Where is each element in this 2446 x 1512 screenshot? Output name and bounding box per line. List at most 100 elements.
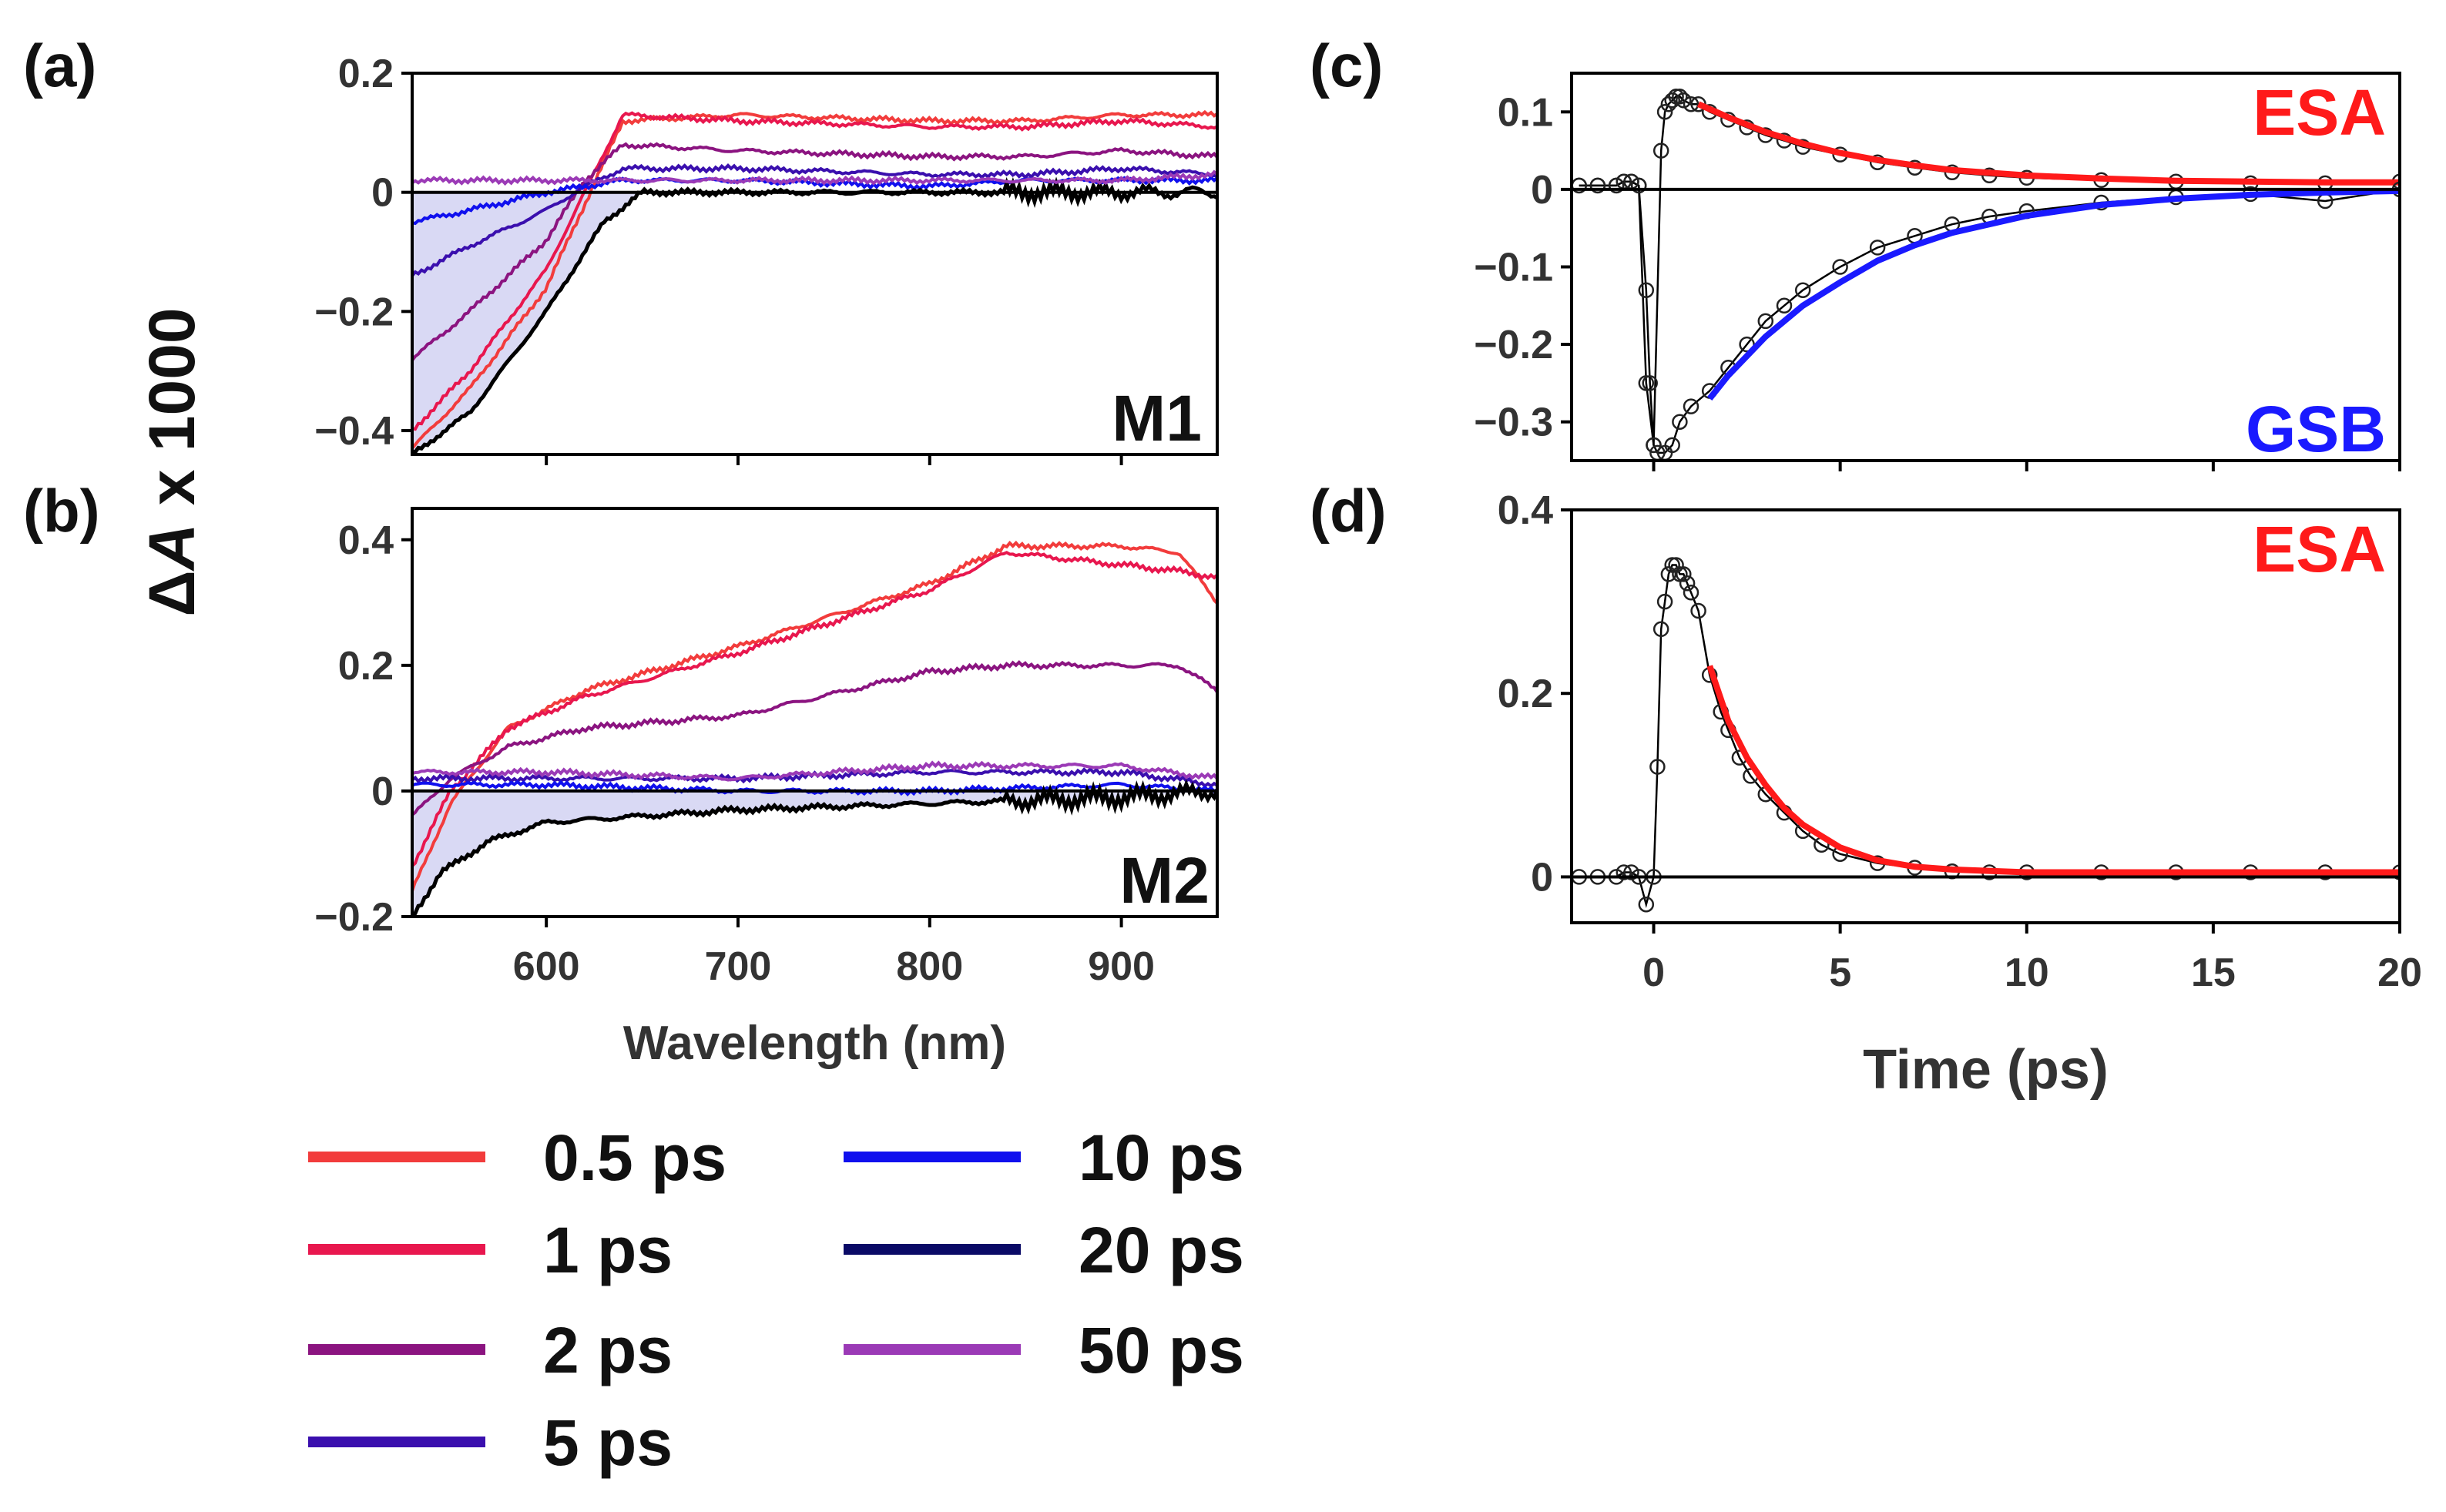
y-tick-label: 0 <box>371 769 394 814</box>
y-tick-label: 0.4 <box>338 518 394 563</box>
data-point <box>1664 92 1680 109</box>
plot-area <box>1572 88 2400 461</box>
y-tick-label: 0 <box>1531 855 1553 900</box>
data-point <box>1832 259 1848 275</box>
data-point <box>1676 92 1692 109</box>
panel-label: (b) <box>23 477 100 545</box>
annotation-esa: ESA <box>2253 513 2386 585</box>
data-point <box>1757 313 1774 330</box>
series-line-1-ps <box>412 551 1217 867</box>
series-line-10-ps <box>412 779 1217 797</box>
legend-label: 20 ps <box>1079 1214 1244 1286</box>
data-point <box>1794 282 1811 298</box>
data-point <box>1638 282 1655 298</box>
fit-line-gsb-fit <box>1707 187 2400 401</box>
y-tick-label: −0.2 <box>314 290 394 334</box>
y-tick-label: 0 <box>371 171 394 216</box>
x-axis-title: Wavelength (nm) <box>623 1017 1006 1070</box>
panel-d: 0 0.2 0.4 0 5 10 15 20 Time (ps) (d) ESA <box>1310 477 2422 1101</box>
y-tick-label: −0.3 <box>1474 401 1553 445</box>
annotation-esa: ESA <box>2253 76 2386 149</box>
axes-frame <box>411 72 1219 456</box>
data-point <box>1642 375 1658 391</box>
y-tick-label: −0.2 <box>314 895 394 940</box>
series-line-0-5-ps <box>412 540 1217 892</box>
x-tick-label: 600 <box>513 944 580 989</box>
plot-area <box>1572 557 2400 913</box>
legend-label: 1 ps <box>543 1214 673 1286</box>
series-line-2-ps <box>412 142 1217 362</box>
plot-area <box>412 109 1217 454</box>
y-tick-label: 0.2 <box>338 52 394 96</box>
panel-a: −0.4 −0.2 0 0.2 (a) M1 <box>23 32 1219 465</box>
x-tick-label: 900 <box>1088 944 1155 989</box>
axes-frame <box>1570 508 2401 924</box>
data-point <box>1652 621 1669 638</box>
legend-label: 2 ps <box>543 1314 673 1386</box>
series-line-50-ps <box>412 760 1217 782</box>
series-line-2-ps <box>412 659 1217 816</box>
data-point <box>1656 593 1673 610</box>
x-tick-label: 800 <box>896 944 963 989</box>
axes-frame <box>411 507 1219 918</box>
data-point <box>1652 142 1669 159</box>
series-line-5-ps <box>412 163 1217 277</box>
y-tick-label: 0.2 <box>1498 672 1553 716</box>
bleach-shading <box>412 192 1217 454</box>
data-point <box>1869 240 1886 256</box>
data-point <box>1679 575 1696 592</box>
data-point <box>1776 297 1793 314</box>
y-tick-label: −0.1 <box>1474 246 1553 290</box>
panel-label: (c) <box>1310 32 1383 99</box>
sample-label: M2 <box>1119 844 1210 917</box>
ylabel-suffix: x 1000 <box>136 307 208 523</box>
data-point <box>1630 177 1647 194</box>
data-point <box>1683 96 1699 112</box>
data-point <box>1656 104 1673 120</box>
y-tick-label: 0.2 <box>338 644 394 689</box>
data-point <box>1672 88 1688 105</box>
fit-line-esa-fit <box>1706 665 2400 876</box>
legend-label: 50 ps <box>1079 1314 1244 1386</box>
fit-line-esa-fit <box>1696 101 2400 186</box>
legend: 0.5 ps 1 ps 2 ps 5 ps 10 ps 20 ps 50 ps <box>308 1121 1244 1479</box>
y-tick-label: 0.4 <box>1498 488 1553 533</box>
series-line-1-ps <box>412 111 1217 431</box>
series-line-50-ps <box>412 169 1217 186</box>
y-tick-label: −0.2 <box>1474 323 1553 367</box>
x-tick-label: 700 <box>705 944 772 989</box>
data-point <box>1649 759 1666 775</box>
x-tick-label: 0 <box>1642 950 1665 995</box>
x-tick-label: 15 <box>2191 950 2236 995</box>
data-line-gsb-data <box>1579 180 2400 454</box>
data-point <box>1608 177 1625 194</box>
x-tick-label: 5 <box>1829 950 1851 995</box>
data-point <box>1646 437 1662 454</box>
panel-b: −0.2 0 0.2 0.4 600 700 800 900 Wavelength (nm) (b… <box>23 477 1219 1070</box>
legend-label: 0.5 ps <box>543 1121 726 1194</box>
data-point <box>1676 566 1692 582</box>
series-line-20-ps <box>412 779 1217 917</box>
data-point <box>1672 414 1688 430</box>
ylabel-delta: Δ <box>136 570 208 616</box>
x-axis-title: Time (ps) <box>1863 1039 2109 1101</box>
data-point <box>1690 602 1706 619</box>
x-tick-label: 20 <box>2377 950 2422 995</box>
sample-label: M1 <box>1112 382 1202 454</box>
panel-c: −0.3 −0.2 −0.1 0 0.1 (c) ESA GSB <box>1310 32 2401 471</box>
legend-label: 10 ps <box>1079 1121 1244 1194</box>
data-point <box>1664 437 1680 454</box>
y-tick-label: −0.4 <box>314 409 394 454</box>
panel-label: (a) <box>23 32 96 99</box>
shared-ylabel: ΔA x 1000 <box>136 307 208 616</box>
panel-label: (d) <box>1310 477 1387 545</box>
x-tick-label: 10 <box>2005 950 2049 995</box>
data-point <box>1683 398 1699 414</box>
ylabel-italic: A <box>136 524 208 572</box>
data-point <box>1638 896 1655 913</box>
bleach-shading <box>412 790 1217 917</box>
data-point <box>1683 584 1699 601</box>
series-line-0-5-ps <box>412 109 1217 450</box>
annotation-gsb: GSB <box>2246 393 2386 465</box>
